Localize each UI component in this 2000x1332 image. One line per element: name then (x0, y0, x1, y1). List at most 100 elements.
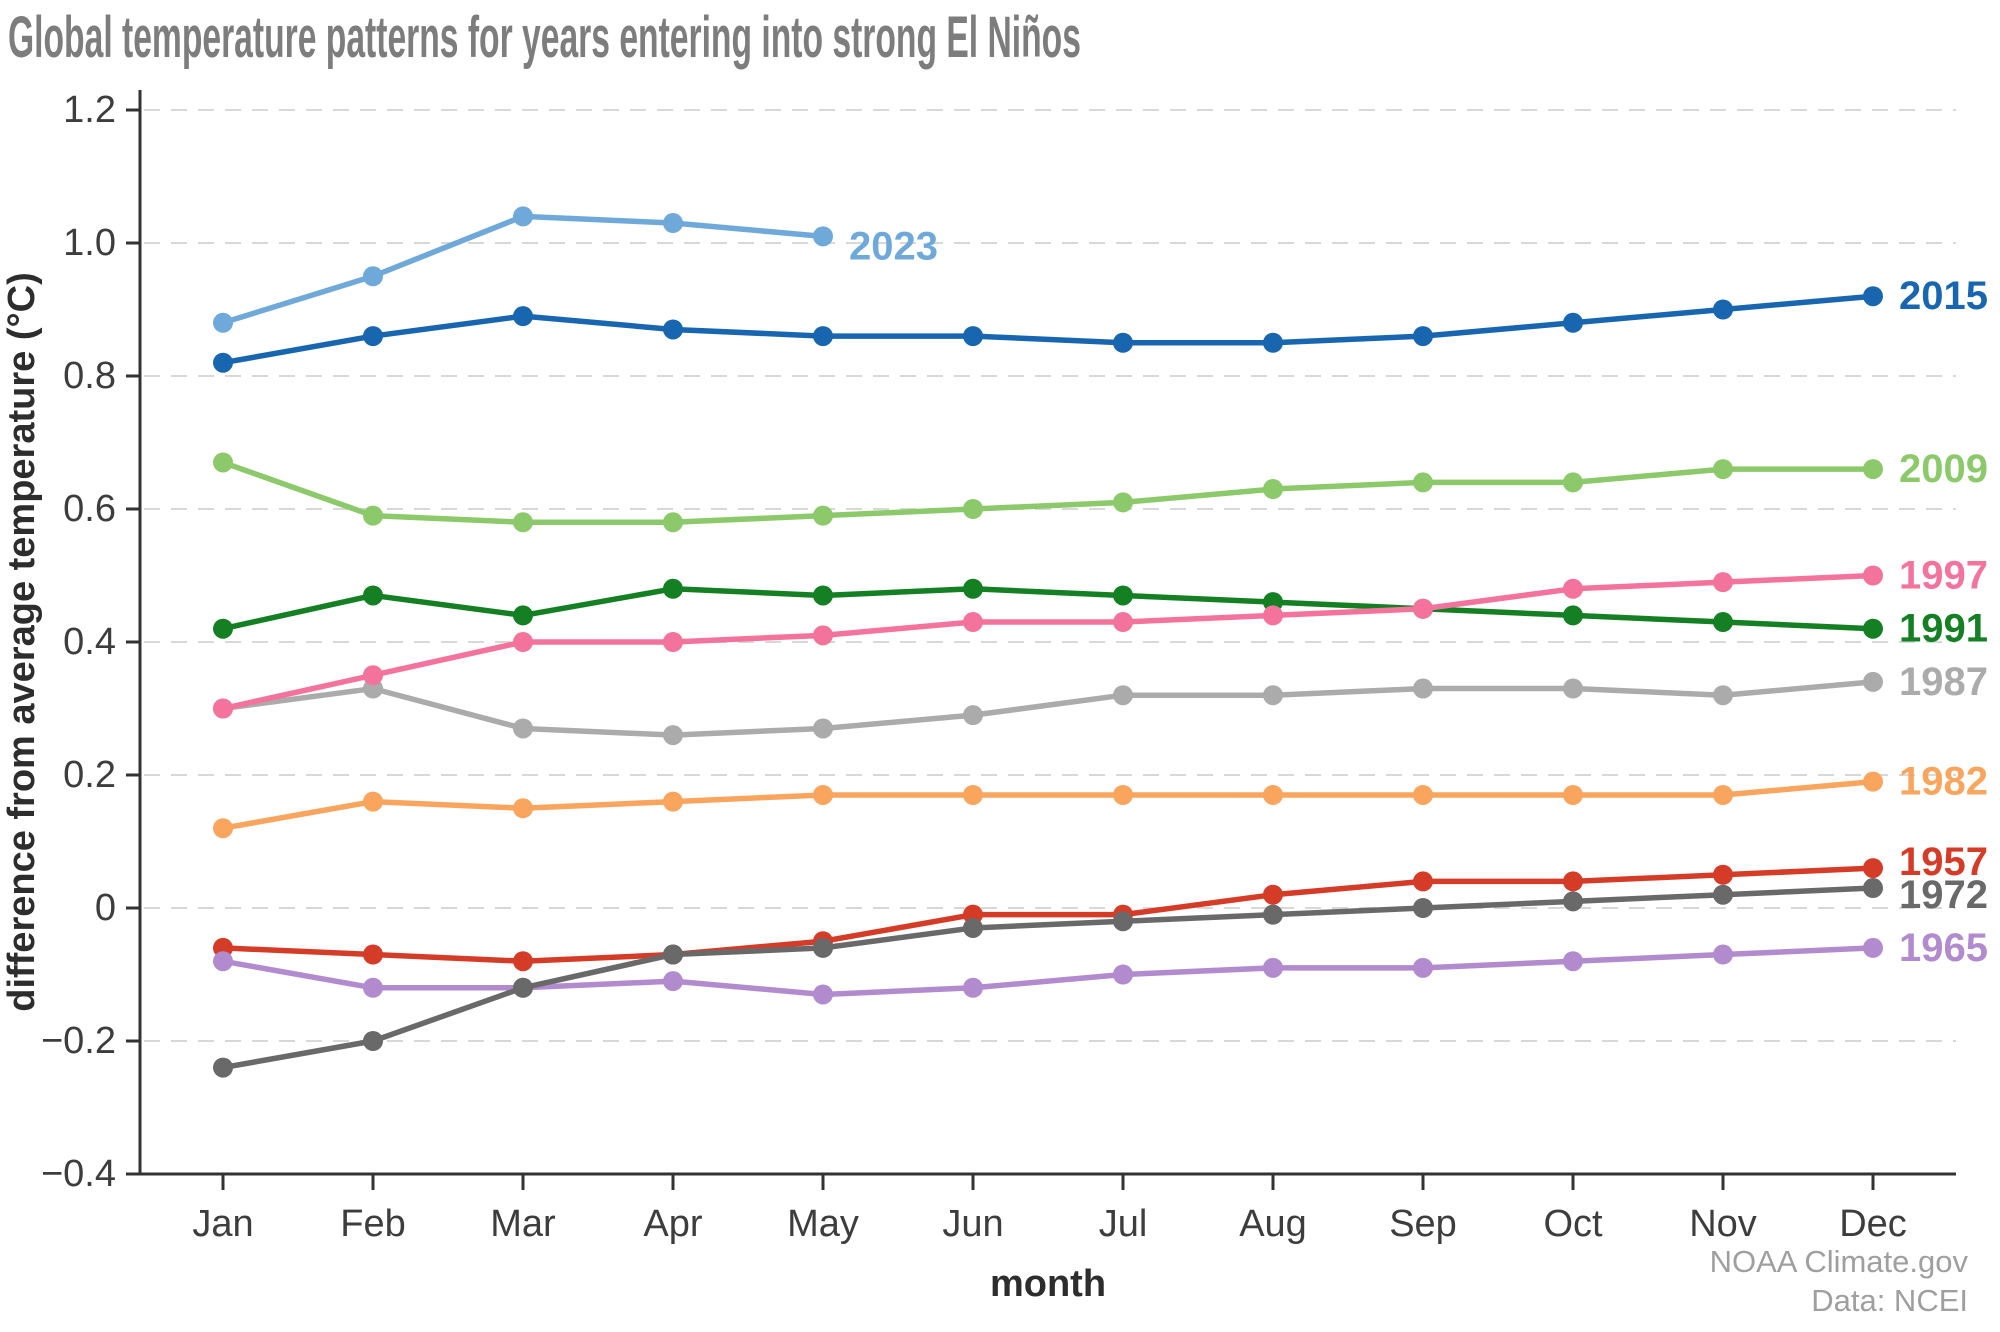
data-point (963, 917, 983, 938)
series-line-1991 (220, 586, 1876, 632)
data-point (363, 944, 383, 965)
y-tick-label: 0 (95, 887, 116, 929)
data-point (813, 718, 833, 739)
data-point (363, 977, 383, 998)
attribution: NOAA Climate.gov Data: NCEI (1710, 1242, 1968, 1320)
data-point (363, 1031, 383, 1051)
y-tick-label: −0.2 (41, 1020, 116, 1062)
data-point (1713, 884, 1733, 905)
series-label-2009: 2009 (1899, 447, 1988, 491)
data-point (1263, 685, 1283, 706)
data-point (513, 718, 533, 739)
data-point (513, 951, 533, 972)
y-tick-label: 1.2 (63, 89, 116, 131)
series-label-1972: 1972 (1899, 873, 1988, 917)
data-point (963, 326, 983, 347)
data-point (1263, 784, 1283, 805)
data-point (663, 632, 683, 652)
series-1972: 1972 (213, 873, 1988, 1078)
data-point (513, 512, 533, 533)
data-point (963, 578, 983, 599)
series-1997: 1997 (213, 554, 1988, 719)
data-point (513, 798, 533, 819)
data-point (1863, 771, 1883, 792)
x-tick-label: Nov (1689, 1203, 1757, 1245)
series-1991: 1991 (213, 578, 1988, 651)
data-point (1263, 332, 1283, 353)
data-point (513, 605, 533, 626)
series-1965: 1965 (213, 926, 1988, 1005)
data-point (663, 725, 683, 746)
data-point (1263, 605, 1283, 626)
data-point (1413, 678, 1433, 699)
data-point (813, 937, 833, 958)
data-point (663, 512, 683, 533)
series-line-1957 (220, 865, 1876, 964)
data-point (1863, 459, 1883, 480)
data-point (513, 206, 533, 227)
data-point (1563, 784, 1583, 805)
series-line-1965 (220, 945, 1876, 998)
data-point (213, 352, 233, 373)
data-point (1713, 459, 1733, 480)
data-point (1113, 964, 1133, 985)
data-point (213, 452, 233, 473)
data-point (1113, 492, 1133, 513)
x-tick-label: Jun (942, 1203, 1003, 1245)
data-point (1113, 685, 1133, 706)
x-tick-label: Dec (1839, 1203, 1907, 1245)
data-point (363, 326, 383, 347)
data-point (663, 213, 683, 234)
data-point (1113, 332, 1133, 353)
y-tick-label: 1.0 (63, 222, 116, 264)
series-label-1997: 1997 (1899, 554, 1988, 598)
data-point (1413, 598, 1433, 619)
data-point (1713, 299, 1733, 320)
data-point (1263, 884, 1283, 905)
x-tick-label: Sep (1389, 1203, 1457, 1245)
y-tick-label: 0.8 (63, 355, 116, 397)
data-point (1413, 957, 1433, 978)
data-point (1713, 612, 1733, 633)
x-tick-label: Jan (192, 1203, 253, 1245)
series-label-1982: 1982 (1899, 760, 1988, 804)
data-point (813, 625, 833, 646)
data-point (1563, 678, 1583, 699)
data-point (1113, 612, 1133, 633)
data-point (1713, 944, 1733, 965)
attribution-data: Data: NCEI (1811, 1283, 1968, 1318)
series-line-2015 (220, 293, 1876, 366)
data-point (513, 306, 533, 327)
data-point (1413, 472, 1433, 493)
series-2023: 2023 (213, 206, 938, 333)
data-point (663, 578, 683, 599)
y-tick-label: 0.4 (63, 621, 116, 663)
data-point (1263, 904, 1283, 925)
data-point (1863, 618, 1883, 639)
data-point (963, 784, 983, 805)
series-2009: 2009 (213, 447, 1988, 533)
data-point (813, 505, 833, 526)
data-point (1563, 578, 1583, 599)
series-1982: 1982 (213, 760, 1988, 839)
data-point (963, 499, 983, 519)
data-point (213, 951, 233, 972)
data-point (1413, 326, 1433, 347)
data-point (1863, 671, 1883, 692)
series-label-1957: 1957 (1899, 840, 1988, 884)
data-point (363, 585, 383, 606)
data-point (663, 319, 683, 340)
series-label-1987: 1987 (1899, 660, 1988, 704)
y-axis-title: difference from average temperature (°C) (1, 272, 43, 1012)
series-line-1997 (220, 572, 1876, 712)
chart-title: Global temperature patterns for years en… (8, 5, 1081, 70)
data-point (1563, 891, 1583, 912)
data-point (213, 698, 233, 719)
data-point (813, 326, 833, 347)
data-point (213, 618, 233, 639)
data-point (663, 971, 683, 992)
series-line-1972 (220, 885, 1876, 1071)
data-point (1563, 951, 1583, 972)
data-point (213, 818, 233, 839)
